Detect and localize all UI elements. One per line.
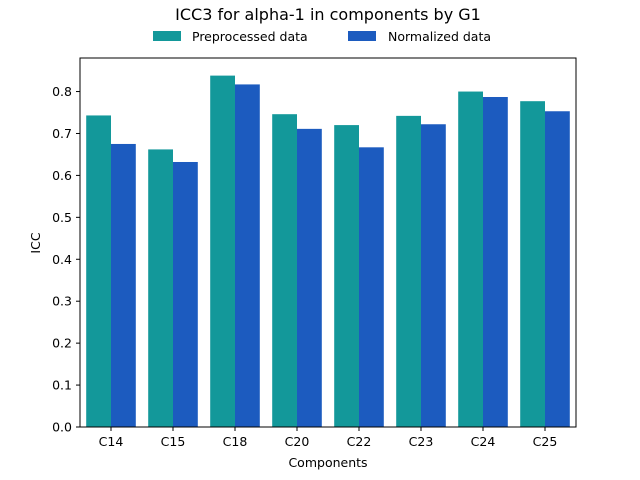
bar-c15-series-1 bbox=[148, 149, 173, 427]
bar-c15-series-2 bbox=[173, 161, 198, 427]
y-axis-label: ICC bbox=[28, 232, 43, 253]
y-tick-label: 0.2 bbox=[52, 336, 72, 351]
legend-swatch bbox=[348, 31, 376, 41]
y-tick-label: 0.8 bbox=[52, 84, 72, 99]
x-tick-label: C18 bbox=[223, 434, 248, 449]
chart-title: ICC3 for alpha-1 in components by G1 bbox=[175, 5, 481, 24]
y-axis-ticks: 0.0 0.1 0.2 0.3 0.4 0.5 0.6 0.7 0.8 bbox=[52, 84, 80, 435]
y-tick-label: 0.3 bbox=[52, 294, 72, 309]
bar-c22-series-1 bbox=[334, 125, 359, 427]
bars-group bbox=[86, 75, 570, 428]
x-tick-label: C22 bbox=[347, 434, 372, 449]
y-tick-label: 0.4 bbox=[52, 252, 72, 267]
y-tick-label: 0.6 bbox=[52, 168, 72, 183]
y-tick-label: 0.0 bbox=[52, 420, 72, 435]
plot-frame bbox=[79, 57, 577, 428]
bar-c23-series-1 bbox=[396, 115, 421, 427]
bar-c14-series-1 bbox=[86, 115, 111, 427]
legend-swatch bbox=[153, 31, 181, 41]
legend-label: Preprocessed data bbox=[192, 29, 308, 44]
bar-c24-series-2 bbox=[483, 96, 508, 428]
bar-c23-series-2 bbox=[421, 124, 446, 428]
x-axis-label: Components bbox=[288, 455, 367, 470]
legend: Preprocessed data Normalized data bbox=[153, 29, 491, 44]
x-tick-label: C14 bbox=[99, 434, 124, 449]
bar-c18-series-1 bbox=[210, 75, 235, 428]
x-axis-ticks: C14 C15 C18 C20 C22 C23 C24 C25 bbox=[99, 427, 558, 449]
x-tick-label: C25 bbox=[533, 434, 558, 449]
legend-label: Normalized data bbox=[388, 29, 491, 44]
y-tick-label: 0.5 bbox=[52, 210, 72, 225]
bar-c20-series-2 bbox=[297, 128, 322, 427]
bar-c18-series-2 bbox=[235, 84, 260, 427]
y-tick-label: 0.1 bbox=[52, 378, 72, 393]
x-tick-label: C24 bbox=[471, 434, 496, 449]
bar-c14-series-2 bbox=[111, 143, 136, 428]
y-tick-label: 0.7 bbox=[52, 126, 72, 141]
bar-c20-series-1 bbox=[272, 114, 297, 428]
bar-c22-series-2 bbox=[359, 147, 384, 428]
bar-c24-series-1 bbox=[458, 91, 483, 427]
bar-c25-series-2 bbox=[545, 111, 570, 427]
x-tick-label: C20 bbox=[285, 434, 310, 449]
bar-c25-series-1 bbox=[520, 101, 545, 428]
x-tick-label: C23 bbox=[409, 434, 434, 449]
x-tick-label: C15 bbox=[161, 434, 186, 449]
